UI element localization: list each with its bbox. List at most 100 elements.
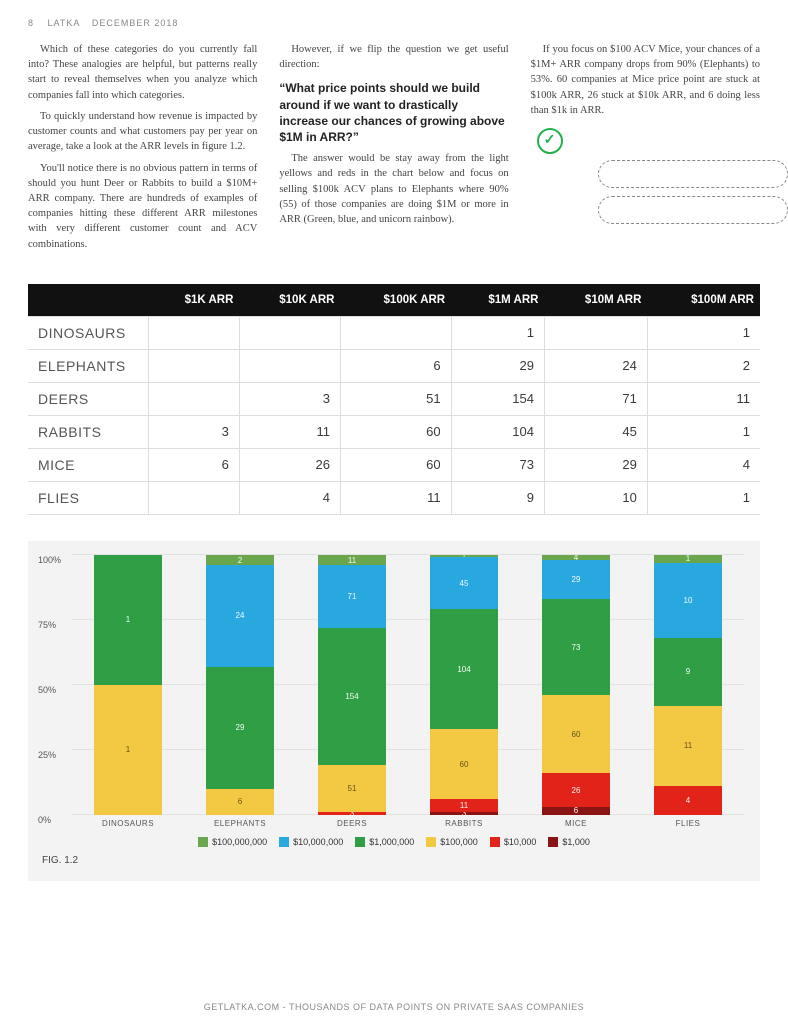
page-header: 8 LATKA DECEMBER 2018 bbox=[28, 18, 760, 28]
bar-group: 11DINOSAURS bbox=[94, 555, 162, 815]
legend-item: $10,000,000 bbox=[279, 837, 343, 847]
table-cell: 6 bbox=[340, 349, 451, 382]
x-axis-label: RABBITS bbox=[430, 819, 498, 828]
chart-figure: 0%25%50%75%100%11DINOSAURS629242ELEPHANT… bbox=[28, 541, 760, 881]
row-label: FLIES bbox=[28, 481, 148, 514]
table-cell: 71 bbox=[544, 382, 647, 415]
col2-p2: The answer would be stay away from the l… bbox=[279, 151, 508, 227]
table-cell: 1 bbox=[647, 415, 760, 448]
x-axis-label: DINOSAURS bbox=[94, 819, 162, 828]
page-number: 8 bbox=[28, 18, 34, 28]
table-row: FLIES4119101 bbox=[28, 481, 760, 514]
arr-table: $1K ARR$10K ARR$100K ARR$1M ARR$10M ARR$… bbox=[28, 284, 760, 515]
legend-item: $100,000,000 bbox=[198, 837, 267, 847]
bar-group: 4119101FLIES bbox=[654, 555, 722, 815]
bar-segment: 26 bbox=[542, 773, 610, 807]
y-axis-tick: 25% bbox=[38, 750, 56, 760]
row-label: DEERS bbox=[28, 382, 148, 415]
table-cell: 104 bbox=[451, 415, 544, 448]
row-label: MICE bbox=[28, 448, 148, 481]
magazine-name: LATKA bbox=[48, 18, 81, 28]
bar-segment: 45 bbox=[430, 557, 498, 609]
pull-quote: “What price points should we build aroun… bbox=[279, 80, 508, 145]
table-cell: 24 bbox=[544, 349, 647, 382]
legend-swatch bbox=[355, 837, 365, 847]
y-axis-tick: 100% bbox=[38, 555, 61, 565]
table-cell: 29 bbox=[451, 349, 544, 382]
table-cell bbox=[340, 316, 451, 349]
legend-label: $1,000 bbox=[562, 837, 590, 847]
bar-segment: 11 bbox=[318, 555, 386, 565]
table-cell: 1 bbox=[647, 316, 760, 349]
table-cell: 60 bbox=[340, 448, 451, 481]
table-col-header bbox=[28, 284, 148, 317]
bar-segment: 29 bbox=[206, 667, 274, 789]
table-col-header: $100M ARR bbox=[647, 284, 760, 317]
legend-label: $10,000 bbox=[504, 837, 537, 847]
legend-swatch bbox=[490, 837, 500, 847]
x-axis-label: DEERS bbox=[318, 819, 386, 828]
legend-swatch bbox=[548, 837, 558, 847]
bar-segment: 6 bbox=[206, 789, 274, 815]
legend-item: $100,000 bbox=[426, 837, 478, 847]
legend-label: $100,000,000 bbox=[212, 837, 267, 847]
legend-swatch bbox=[279, 837, 289, 847]
bar-segment: 1 bbox=[94, 555, 162, 685]
legend-label: $100,000 bbox=[440, 837, 478, 847]
x-axis-label: ELEPHANTS bbox=[206, 819, 274, 828]
col3-p1: If you focus on $100 ACV Mice, your chan… bbox=[531, 42, 760, 118]
table-cell: 3 bbox=[239, 382, 340, 415]
col1-p1: Which of these categories do you current… bbox=[28, 42, 257, 103]
chart-legend: $100,000,000$10,000,000$1,000,000$100,00… bbox=[38, 837, 750, 849]
table-row: ELEPHANTS629242 bbox=[28, 349, 760, 382]
table-col-header: $100K ARR bbox=[340, 284, 451, 317]
table-cell bbox=[148, 316, 239, 349]
bar-segment: 10 bbox=[654, 563, 722, 638]
bar-segment: 60 bbox=[430, 729, 498, 799]
bar-group: 3511547111DEERS bbox=[318, 555, 386, 815]
dashed-capsule-1 bbox=[598, 160, 788, 188]
bar-segment: 6 bbox=[542, 807, 610, 815]
table-cell: 154 bbox=[451, 382, 544, 415]
table-cell bbox=[544, 316, 647, 349]
table-cell bbox=[148, 481, 239, 514]
bar-segment: 60 bbox=[542, 695, 610, 773]
bar-container: 11DINOSAURS629242ELEPHANTS3511547111DEER… bbox=[72, 555, 744, 815]
legend-item: $10,000 bbox=[490, 837, 537, 847]
bar-group: 31160104451RABBITS bbox=[430, 555, 498, 815]
table-col-header: $10K ARR bbox=[239, 284, 340, 317]
bar-segment: 1 bbox=[654, 555, 722, 563]
col1-p3: You'll notice there is no obvious patter… bbox=[28, 161, 257, 252]
table-cell: 45 bbox=[544, 415, 647, 448]
bar-segment: 24 bbox=[206, 565, 274, 666]
col2-p1: However, if we flip the question we get … bbox=[279, 42, 508, 72]
table-cell: 60 bbox=[340, 415, 451, 448]
issue-date: DECEMBER 2018 bbox=[92, 18, 179, 28]
table-cell: 9 bbox=[451, 481, 544, 514]
bar-segment: 3 bbox=[430, 812, 498, 815]
table-cell: 73 bbox=[451, 448, 544, 481]
table-cell: 6 bbox=[148, 448, 239, 481]
column-2: However, if we flip the question we get … bbox=[279, 42, 508, 258]
bar-segment: 4 bbox=[654, 786, 722, 815]
table-cell: 10 bbox=[544, 481, 647, 514]
table-row: MICE6266073294 bbox=[28, 448, 760, 481]
bar-segment: 1 bbox=[430, 555, 498, 558]
column-3: If you focus on $100 ACV Mice, your chan… bbox=[531, 42, 760, 258]
table-cell bbox=[239, 349, 340, 382]
table-cell bbox=[148, 382, 239, 415]
row-label: ELEPHANTS bbox=[28, 349, 148, 382]
bar-segment: 11 bbox=[430, 799, 498, 812]
y-axis-tick: 50% bbox=[38, 685, 56, 695]
y-axis-tick: 0% bbox=[38, 815, 51, 825]
x-axis-label: MICE bbox=[542, 819, 610, 828]
table-col-header: $10M ARR bbox=[544, 284, 647, 317]
bar-segment: 51 bbox=[318, 765, 386, 812]
bar-segment: 1 bbox=[94, 685, 162, 815]
table-cell: 29 bbox=[544, 448, 647, 481]
table-row: RABBITS31160104451 bbox=[28, 415, 760, 448]
column-1: Which of these categories do you current… bbox=[28, 42, 257, 258]
bar-segment: 9 bbox=[654, 638, 722, 706]
legend-item: $1,000 bbox=[548, 837, 590, 847]
row-label: DINOSAURS bbox=[28, 316, 148, 349]
